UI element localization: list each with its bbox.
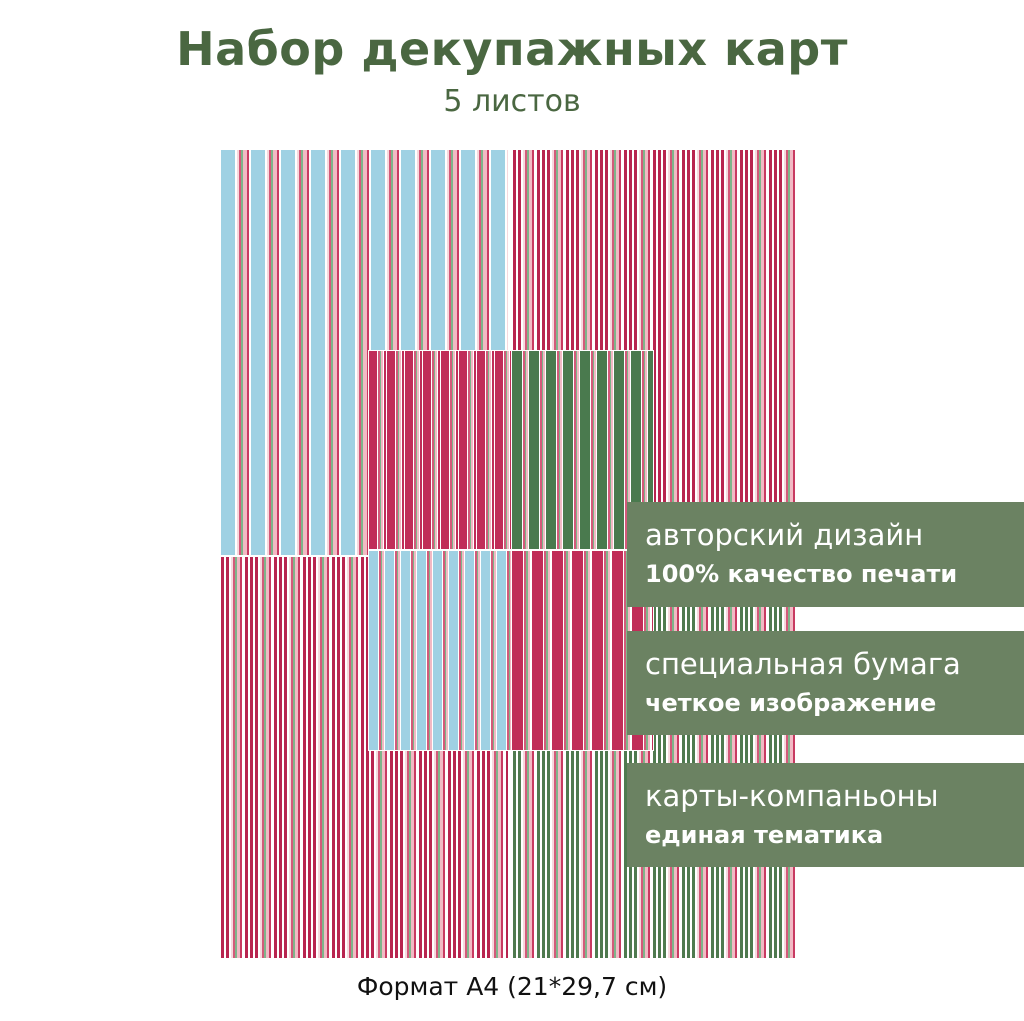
feature-title: авторский дизайн — [645, 518, 924, 552]
feature-detail: единая тематика — [645, 821, 884, 849]
feature-title: специальная бумага — [645, 647, 961, 681]
format-label: Формат А4 (21*29,7 см) — [356, 972, 668, 1001]
sheet-count: 5 листов — [443, 84, 581, 119]
feature-detail: 100% качество печати — [645, 560, 958, 588]
feature-title: карты-компаньоны — [645, 779, 939, 813]
product-title: Набор декупажных карт — [176, 22, 848, 76]
sheet-mini-crimson — [368, 350, 512, 550]
feature-detail: четкое изображение — [645, 689, 937, 717]
sheet-mini-blue — [368, 550, 512, 751]
feature-panel-paper: специальная бумага четкое изображение — [627, 631, 1024, 735]
feature-panel-design: авторский дизайн 100% качество печати — [627, 502, 1024, 607]
feature-panel-companions: карты-компаньоны единая тематика — [627, 763, 1024, 867]
